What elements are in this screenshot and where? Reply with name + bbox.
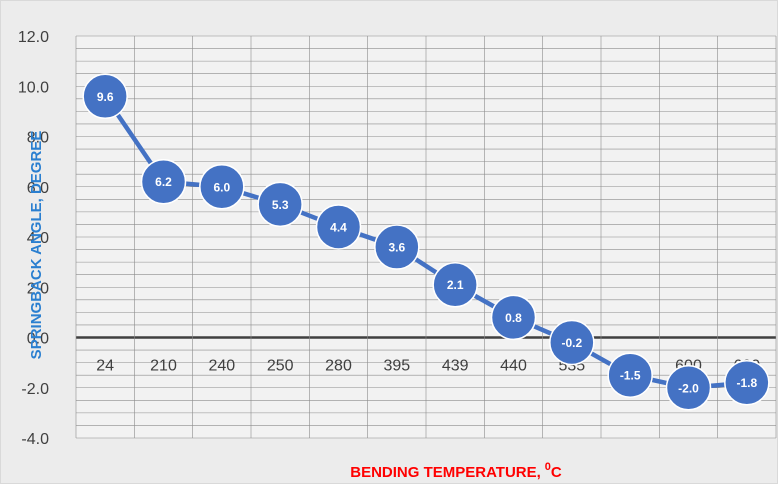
data-label: 9.6 bbox=[97, 90, 114, 104]
y-tick-label: 12.0 bbox=[18, 29, 49, 46]
y-tick-label: -4.0 bbox=[21, 431, 49, 448]
x-tick-label: 439 bbox=[442, 358, 469, 375]
data-point bbox=[432, 261, 478, 308]
y-tick-label: 10.0 bbox=[18, 79, 49, 96]
data-point bbox=[82, 73, 128, 120]
data-label: -1.8 bbox=[736, 376, 757, 390]
x-axis-title-superscript: 0 bbox=[545, 461, 551, 473]
data-point bbox=[315, 204, 362, 250]
x-tick-label: 440 bbox=[500, 358, 527, 375]
y-tick-label: -2.0 bbox=[21, 381, 49, 398]
data-label: 0.8 bbox=[505, 311, 522, 325]
data-label: 3.6 bbox=[388, 241, 405, 255]
data-point bbox=[724, 359, 770, 406]
data-label: 6.2 bbox=[155, 175, 172, 189]
y-tick-label: 6.0 bbox=[27, 180, 49, 197]
data-label: 6.0 bbox=[213, 180, 230, 194]
data-point bbox=[374, 224, 420, 270]
data-label: 2.1 bbox=[447, 278, 464, 292]
y-tick-label: 0.0 bbox=[27, 331, 49, 348]
data-label: -1.5 bbox=[620, 369, 641, 383]
data-point bbox=[257, 181, 303, 228]
data-label: 5.3 bbox=[272, 198, 289, 212]
x-axis-title-suffix: C bbox=[551, 464, 562, 481]
x-tick-label: 280 bbox=[325, 358, 352, 375]
data-label: 4.4 bbox=[330, 220, 347, 234]
data-point bbox=[490, 294, 537, 341]
data-point bbox=[607, 352, 653, 398]
data-label: -2.0 bbox=[678, 381, 699, 395]
y-axis-title: SPRINGBACK ANGLE, DEGREE bbox=[28, 131, 45, 360]
data-point bbox=[199, 164, 245, 210]
data-point bbox=[665, 365, 712, 411]
series-markers: 9.6 6.2 6.0 5.3 4.4 3.6 2.1 0.8 -0.2 -1.5 -2.0 -1.8 bbox=[82, 73, 770, 411]
y-axis-ticks: 12.0 10.0 8.0 6.0 4.0 2.0 0.0 -2.0 -4.0 bbox=[18, 29, 49, 448]
data-label: -0.2 bbox=[561, 336, 582, 350]
x-axis-title: BENDING TEMPERATURE, 0C bbox=[350, 461, 562, 481]
data-point bbox=[140, 158, 187, 205]
y-tick-label: 2.0 bbox=[27, 280, 49, 297]
x-tick-label: 240 bbox=[208, 358, 235, 375]
data-point bbox=[549, 319, 595, 366]
y-tick-label: 8.0 bbox=[27, 130, 49, 147]
y-tick-label: 4.0 bbox=[27, 230, 49, 247]
x-tick-label: 395 bbox=[383, 358, 410, 375]
gridlines bbox=[75, 35, 777, 439]
x-tick-label: 210 bbox=[150, 358, 177, 375]
x-tick-label: 250 bbox=[267, 358, 294, 375]
x-axis-title-main: BENDING TEMPERATURE, bbox=[350, 464, 541, 481]
x-tick-label: 24 bbox=[96, 358, 114, 375]
